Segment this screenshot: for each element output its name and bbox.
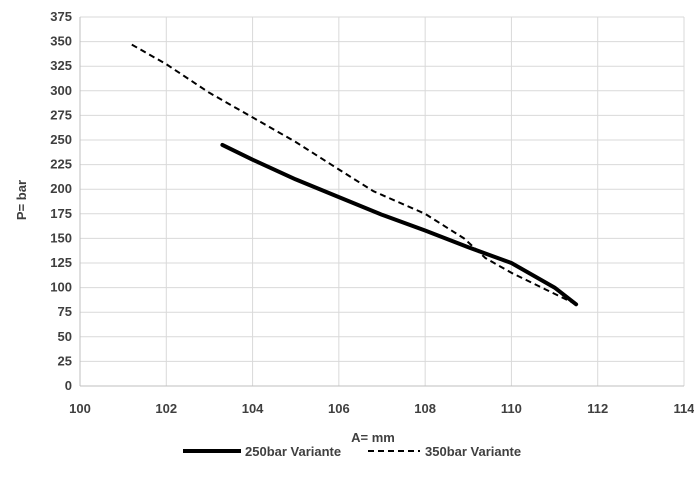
series-lines <box>131 43 579 307</box>
x-tick-label: 108 <box>414 401 436 416</box>
x-tick-label: 102 <box>155 401 177 416</box>
y-tick-label: 125 <box>50 255 72 270</box>
y-tick-label: 275 <box>50 107 72 122</box>
x-axis-title: A= mm <box>351 430 395 445</box>
x-tick-label: 114 <box>674 401 694 416</box>
x-tick-label: 104 <box>242 401 264 416</box>
y-tick-label: 200 <box>50 181 72 196</box>
axes <box>79 17 684 387</box>
y-tick-label: 300 <box>50 83 72 98</box>
grid <box>80 16 685 386</box>
legend-label-350bar: 350bar Variante <box>425 444 521 459</box>
x-tick-label: 112 <box>587 401 608 416</box>
series-line-350bar <box>131 43 577 306</box>
x-tick-label: 106 <box>328 401 350 416</box>
y-tick-label: 375 <box>50 9 72 24</box>
y-tick-label: 350 <box>50 34 72 49</box>
y-tick-label: 150 <box>50 230 72 245</box>
y-tick-label: 75 <box>58 304 72 319</box>
tick-labels: 0 25 50 75 100 125 150 175 200 225 250 275 300 325 350… <box>50 9 694 416</box>
x-tick-label: 110 <box>501 401 522 416</box>
y-tick-label: 100 <box>50 280 72 295</box>
y-tick-label: 250 <box>50 132 72 147</box>
y-tick-label: 225 <box>50 157 72 172</box>
y-tick-label: 0 <box>65 378 72 393</box>
y-tick-label: 325 <box>50 58 72 73</box>
x-tick-label: 100 <box>69 401 91 416</box>
legend-label-250bar: 250bar Variante <box>245 444 341 459</box>
series-line-250bar <box>220 142 579 307</box>
y-tick-label: 50 <box>58 329 72 344</box>
y-tick-label: 175 <box>50 206 72 221</box>
legend: 250bar Variante 350bar Variante <box>183 444 521 459</box>
y-tick-label: 25 <box>58 353 72 368</box>
y-axis-title: P= bar <box>14 180 29 220</box>
